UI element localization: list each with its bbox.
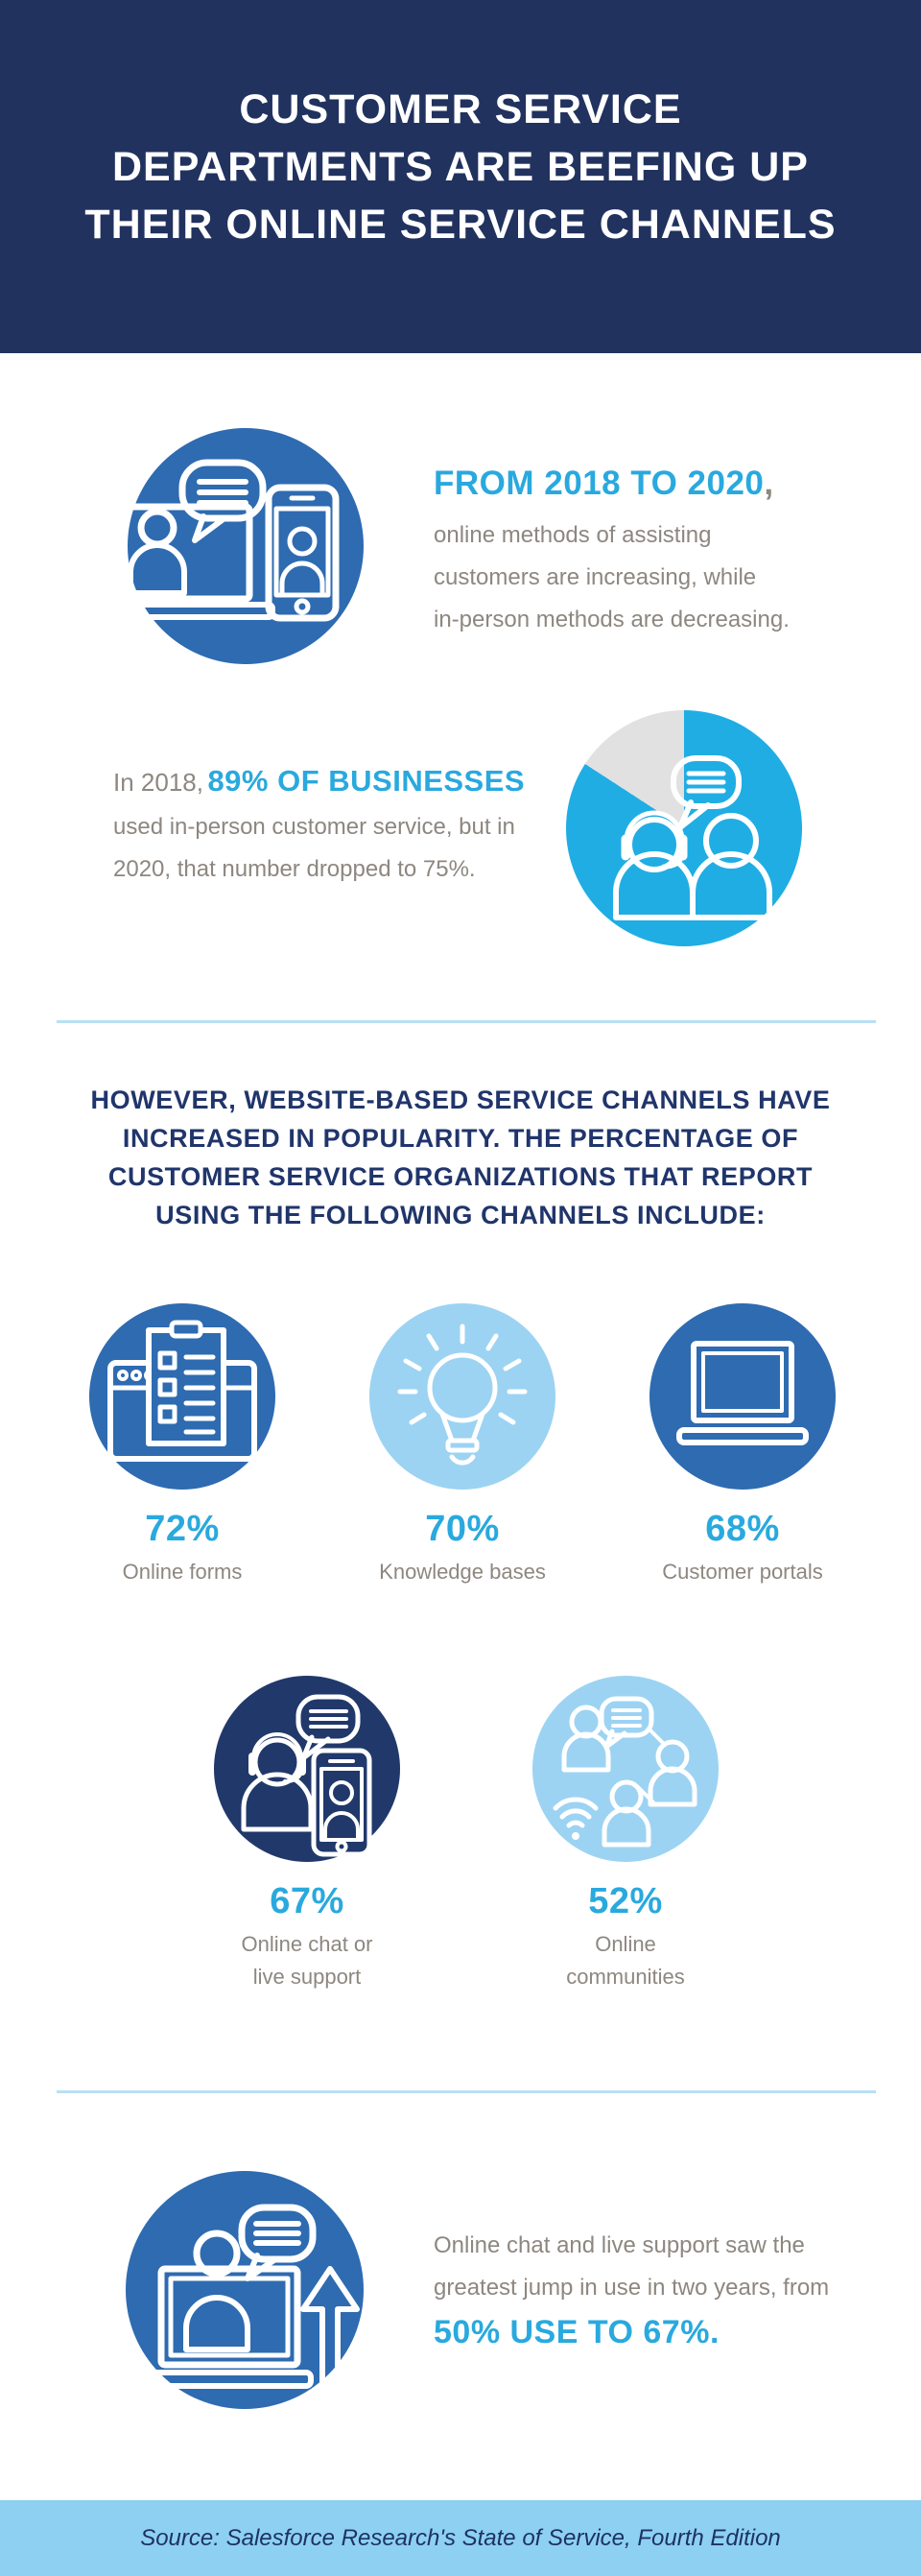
jump-headline-accent: 50% USE TO 67%. [434, 2314, 720, 2350]
inperson-body-line: 2020, that number dropped to 75%. [113, 856, 476, 882]
laptop-icon [676, 1341, 809, 1445]
trend-body: online methods of assisting customers ar… [434, 514, 790, 641]
page-title-line-2: DEPARTMENTS ARE BEEFING UP [112, 144, 809, 190]
stat-label: Online communities [491, 1928, 760, 1993]
stat-value: 68% [705, 1509, 780, 1549]
trend-headline-accent: FROM 2018 TO 2020 [434, 465, 765, 502]
stat-knowledge-bases: 70% Knowledge bases [328, 1303, 597, 1588]
inperson-text-block: In 2018, 89% OF BUSINESSES used in-perso… [113, 764, 525, 891]
jump-body-line: greatest jump in use in two years, from [434, 2275, 830, 2301]
inperson-headline-accent: 89% OF BUSINESSES [207, 764, 526, 798]
lightbulb-icon [397, 1324, 528, 1466]
inperson-lead-in: In 2018, [113, 768, 203, 797]
channels-heading-line: HOWEVER, WEBSITE-BASED SERVICE CHANNELS … [90, 1085, 831, 1114]
channels-heading-line: USING THE FOLLOWING CHANNELS INCLUDE: [155, 1201, 766, 1229]
stat-online-chat: 67% Online chat or live support [173, 1676, 441, 1993]
footer-source-bar: Source: Salesforce Research's State of S… [0, 2500, 921, 2576]
stat-label-line: communities [566, 1965, 685, 1989]
trend-headline: FROM 2018 TO 2020, [434, 465, 790, 503]
page-title-line-1: CUSTOMER SERVICE [239, 86, 682, 132]
online-communities-icon [553, 1696, 697, 1848]
channels-heading-line: INCREASED IN POPULARITY. THE PERCENTAGE … [122, 1124, 799, 1153]
trend-body-line: customers are increasing, while [434, 564, 757, 590]
inperson-headline: In 2018, 89% OF BUSINESSES [113, 764, 525, 799]
source-attribution: Source: Salesforce Research's State of S… [140, 2524, 781, 2551]
stat-value: 72% [145, 1509, 220, 1549]
stat-online-communities: 52% Online communities [491, 1676, 760, 1993]
stat-online-forms: 72% Online forms [48, 1303, 317, 1588]
stat-label-line: Online [595, 1932, 656, 1956]
section-divider [57, 2090, 876, 2093]
online-forms-icon [107, 1320, 257, 1462]
stat-value: 52% [588, 1881, 663, 1921]
stat-label: Online forms [122, 1560, 243, 1584]
jump-text-block: Online chat and live support saw the gre… [434, 2225, 829, 2355]
stat-value: 67% [270, 1881, 344, 1921]
stat-label: Online chat or live support [173, 1928, 441, 1993]
section-divider [57, 1020, 876, 1023]
chat-growth-arrow-icon [145, 2204, 360, 2389]
trend-headline-comma: , [764, 465, 774, 502]
trend-text-block: FROM 2018 TO 2020, online methods of ass… [434, 465, 790, 641]
stat-label-line: live support [252, 1965, 362, 1989]
stat-customer-portals: 68% Customer portals [608, 1303, 877, 1588]
stat-label: Knowledge bases [379, 1560, 546, 1584]
stat-label-line: Online chat or [241, 1932, 373, 1956]
channels-heading-line: CUSTOMER SERVICE ORGANIZATIONS THAT REPO… [107, 1162, 814, 1191]
page-title-line-3: THEIR ONLINE SERVICE CHANNELS [84, 202, 837, 248]
live-support-icon [241, 1694, 372, 1857]
agent-customer-chat-icon [613, 755, 772, 920]
trend-body-line: online methods of assisting [434, 522, 712, 548]
laptop-phone-chat-icon [88, 459, 340, 622]
stat-label: Customer portals [662, 1560, 823, 1584]
trend-body-line: in-person methods are decreasing. [434, 607, 790, 632]
channels-heading: HOWEVER, WEBSITE-BASED SERVICE CHANNELS … [0, 1081, 921, 1234]
header-banner: CUSTOMER SERVICE DEPARTMENTS ARE BEEFING… [0, 0, 921, 353]
inperson-pie-chart [566, 710, 802, 946]
stat-circle [649, 1303, 836, 1490]
jump-body-line: Online chat and live support saw the [434, 2232, 805, 2258]
inperson-body-line: used in-person customer service, but in [113, 814, 515, 840]
stat-value: 70% [425, 1509, 500, 1549]
